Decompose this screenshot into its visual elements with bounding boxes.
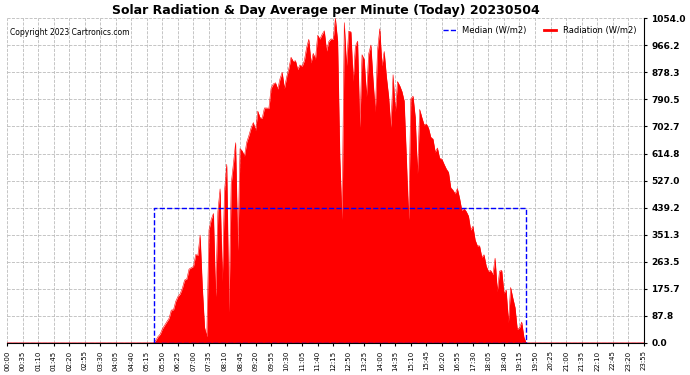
- Legend: Median (W/m2), Radiation (W/m2): Median (W/m2), Radiation (W/m2): [440, 22, 640, 38]
- Title: Solar Radiation & Day Average per Minute (Today) 20230504: Solar Radiation & Day Average per Minute…: [112, 4, 540, 17]
- Text: Copyright 2023 Cartronics.com: Copyright 2023 Cartronics.com: [10, 28, 130, 37]
